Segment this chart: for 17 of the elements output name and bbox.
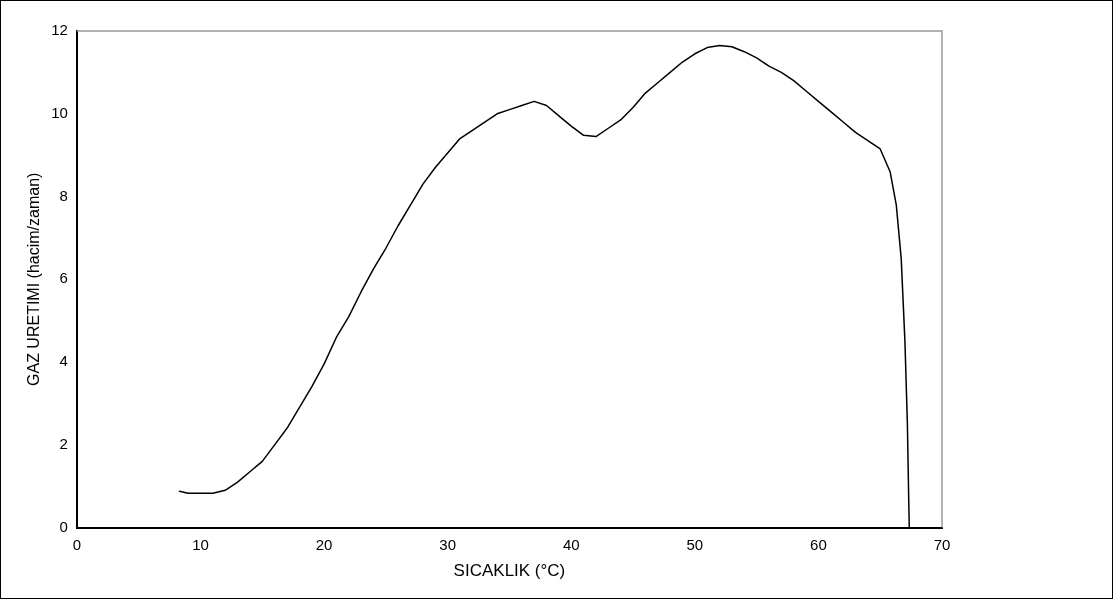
y-tick-label: 4 [59,352,68,370]
x-tick-label: 60 [810,535,827,553]
y-axis-title: GAZ URETIMI (hacim/zaman) [25,172,43,386]
y-tick-label: 0 [59,517,68,535]
x-tick-label: 20 [315,535,333,553]
x-axis-title: SICAKLIK (°C) [453,561,566,581]
y-tick-label: 2 [59,434,68,452]
y-tick-label: 10 [51,103,68,121]
y-tick-label: 12 [51,21,68,39]
y-tick-label: 8 [59,186,68,204]
x-tick-label: 10 [192,535,209,553]
x-tick-label: 0 [72,535,82,553]
y-tick-label: 6 [59,269,68,287]
x-tick-label: 40 [562,535,580,553]
x-tick-label: 30 [439,535,456,553]
x-tick-label: 50 [686,535,704,553]
x-tick-label: 70 [933,535,951,553]
